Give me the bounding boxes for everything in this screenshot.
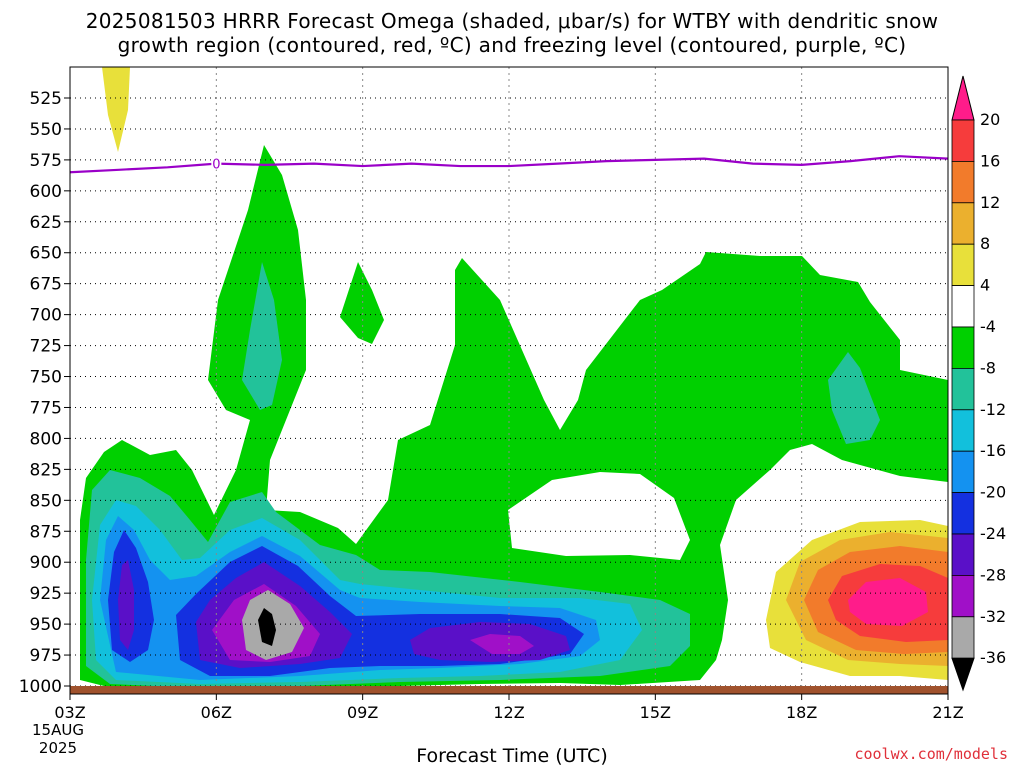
y-tick-label: 525 <box>30 89 62 109</box>
x-start-date-day: 15AUG <box>32 721 84 739</box>
colorbar-label: 4 <box>980 276 990 295</box>
colorbar-label: 8 <box>980 234 990 253</box>
colorbar-label: -32 <box>980 607 1006 626</box>
y-axis: 525 550 575 600 625 650 675 700 725 750 775 800 825 8… <box>19 89 70 697</box>
colorbar-label: -28 <box>980 565 1006 584</box>
omega-positive-blob-upper <box>102 67 130 152</box>
y-tick-label: 600 <box>30 182 62 202</box>
colorbar-label: 20 <box>980 110 1000 129</box>
colorbar-label: -24 <box>980 524 1006 543</box>
colorbar-label: -8 <box>980 358 996 377</box>
y-tick-label: 825 <box>30 460 62 480</box>
chart-title-line-2: growth region (contoured, red, ºC) and f… <box>117 33 907 57</box>
ground-surface <box>70 686 948 694</box>
y-tick-label: 900 <box>30 553 62 573</box>
colorbar-swatch <box>951 119 975 162</box>
colorbar-swatch <box>951 492 975 535</box>
y-tick-label: 775 <box>30 398 62 418</box>
x-tick-label: 15Z <box>640 703 671 722</box>
y-tick-label: 550 <box>30 120 62 140</box>
chart-title-line-1: 2025081503 HRRR Forecast Omega (shaded, … <box>85 9 939 33</box>
colorbar: 20 16 12 8 4 -4 -8 -12 -16 -20 -24 -28 -32 -36 <box>951 75 1006 692</box>
omega-white-hole <box>508 472 690 560</box>
x-tick-label: 21Z <box>932 703 963 722</box>
colorbar-label: 16 <box>980 151 1000 170</box>
freezing-level-label-bg <box>211 155 222 170</box>
colorbar-swatch <box>951 160 975 204</box>
x-tick-label: 06Z <box>201 703 232 722</box>
y-tick-label: 1000 <box>19 677 62 697</box>
omega-teal-right <box>828 352 880 444</box>
y-tick-label: 625 <box>30 213 62 233</box>
colorbar-bottom-arrow <box>951 657 975 692</box>
x-tick-label: 03Z <box>54 703 85 722</box>
x-tick-label: 09Z <box>347 703 378 722</box>
colorbar-top-arrow <box>951 75 975 121</box>
colorbar-swatch <box>951 575 975 618</box>
colorbar-label: -4 <box>980 317 996 336</box>
colorbar-swatch <box>951 367 975 411</box>
y-tick-label: 650 <box>30 244 62 264</box>
colorbar-swatch <box>951 326 975 369</box>
x-tick-label: 18Z <box>786 703 817 722</box>
colorbar-swatch <box>951 243 975 286</box>
y-tick-label: 725 <box>30 337 62 357</box>
colorbar-swatch <box>951 202 975 245</box>
x-tick-label: 12Z <box>493 703 524 722</box>
colorbar-label: -16 <box>980 441 1006 460</box>
freezing-level-label: 0 <box>212 158 220 173</box>
y-tick-label: 875 <box>30 522 62 542</box>
colorbar-swatch <box>951 533 975 576</box>
freezing-level-contour: 0 <box>69 155 949 174</box>
x-axis: 03Z 06Z 09Z 12Z 15Z 18Z 21Z <box>54 694 964 722</box>
credit-link[interactable]: coolwx.com/models <box>854 745 1008 763</box>
omega-green-island <box>340 262 384 344</box>
colorbar-swatch <box>951 616 975 659</box>
omega-teal-upper <box>242 262 282 410</box>
y-tick-label: 975 <box>30 646 62 666</box>
y-tick-label: 950 <box>30 615 62 635</box>
colorbar-swatch <box>951 409 975 452</box>
colorbar-label: -20 <box>980 483 1006 502</box>
y-tick-label: 575 <box>30 151 62 171</box>
x-start-date-year: 2025 <box>39 739 77 757</box>
y-tick-label: 925 <box>30 584 62 604</box>
y-tick-label: 700 <box>30 306 62 326</box>
omega-black <box>258 608 276 646</box>
y-tick-label: 800 <box>30 429 62 449</box>
colorbar-label: -12 <box>980 400 1006 419</box>
colorbar-swatch <box>951 450 975 494</box>
x-axis-label: Forecast Time (UTC) <box>416 745 608 767</box>
y-tick-label: 675 <box>30 275 62 295</box>
y-tick-label: 750 <box>30 368 62 388</box>
omega-positive-pink <box>848 578 928 626</box>
colorbar-label: -36 <box>980 648 1006 667</box>
colorbar-label: 12 <box>980 193 1000 212</box>
colorbar-swatch <box>951 285 975 328</box>
y-tick-label: 850 <box>30 491 62 511</box>
